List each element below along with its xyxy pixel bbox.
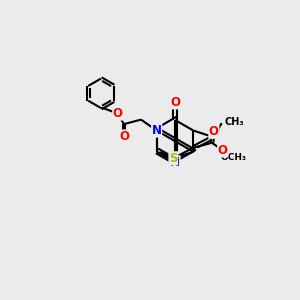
Text: O: O bbox=[113, 107, 123, 120]
Text: S: S bbox=[169, 152, 178, 165]
Text: CH₃: CH₃ bbox=[224, 117, 244, 127]
Text: O: O bbox=[218, 144, 228, 157]
Text: O: O bbox=[170, 96, 180, 109]
Text: O: O bbox=[119, 130, 129, 143]
Text: O: O bbox=[209, 125, 219, 138]
Text: N: N bbox=[170, 156, 180, 169]
Text: N: N bbox=[152, 124, 162, 137]
Text: OCH₃: OCH₃ bbox=[220, 154, 247, 163]
